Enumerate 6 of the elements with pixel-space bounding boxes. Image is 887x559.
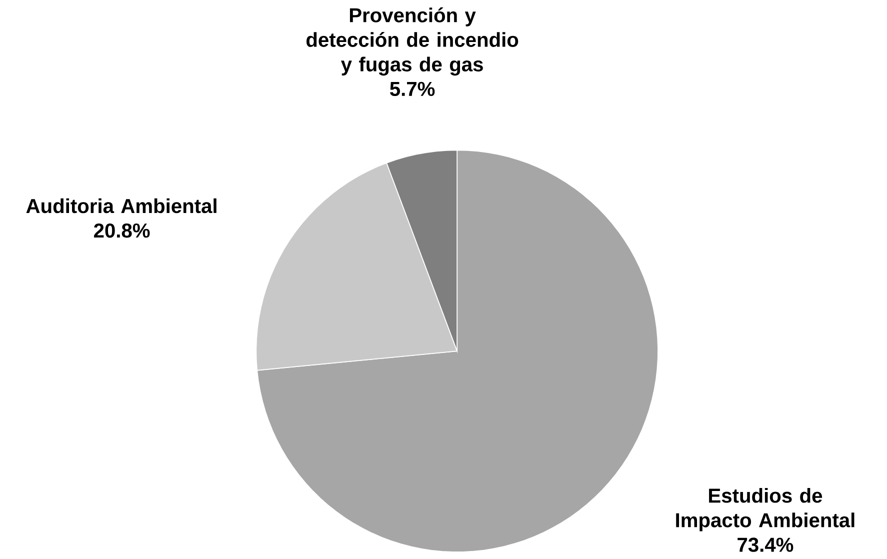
data-label: 73.4%	[738, 537, 794, 552]
slice-label: Estudios de Impacto Ambiental	[676, 488, 854, 532]
data-label: 5.7%	[390, 82, 435, 96]
slice-label: Auditoria Ambiental	[26, 198, 216, 213]
slice-label: Provención y detección de incendio y fugas de gas	[306, 7, 518, 76]
data-label: 20.8%	[94, 223, 150, 238]
